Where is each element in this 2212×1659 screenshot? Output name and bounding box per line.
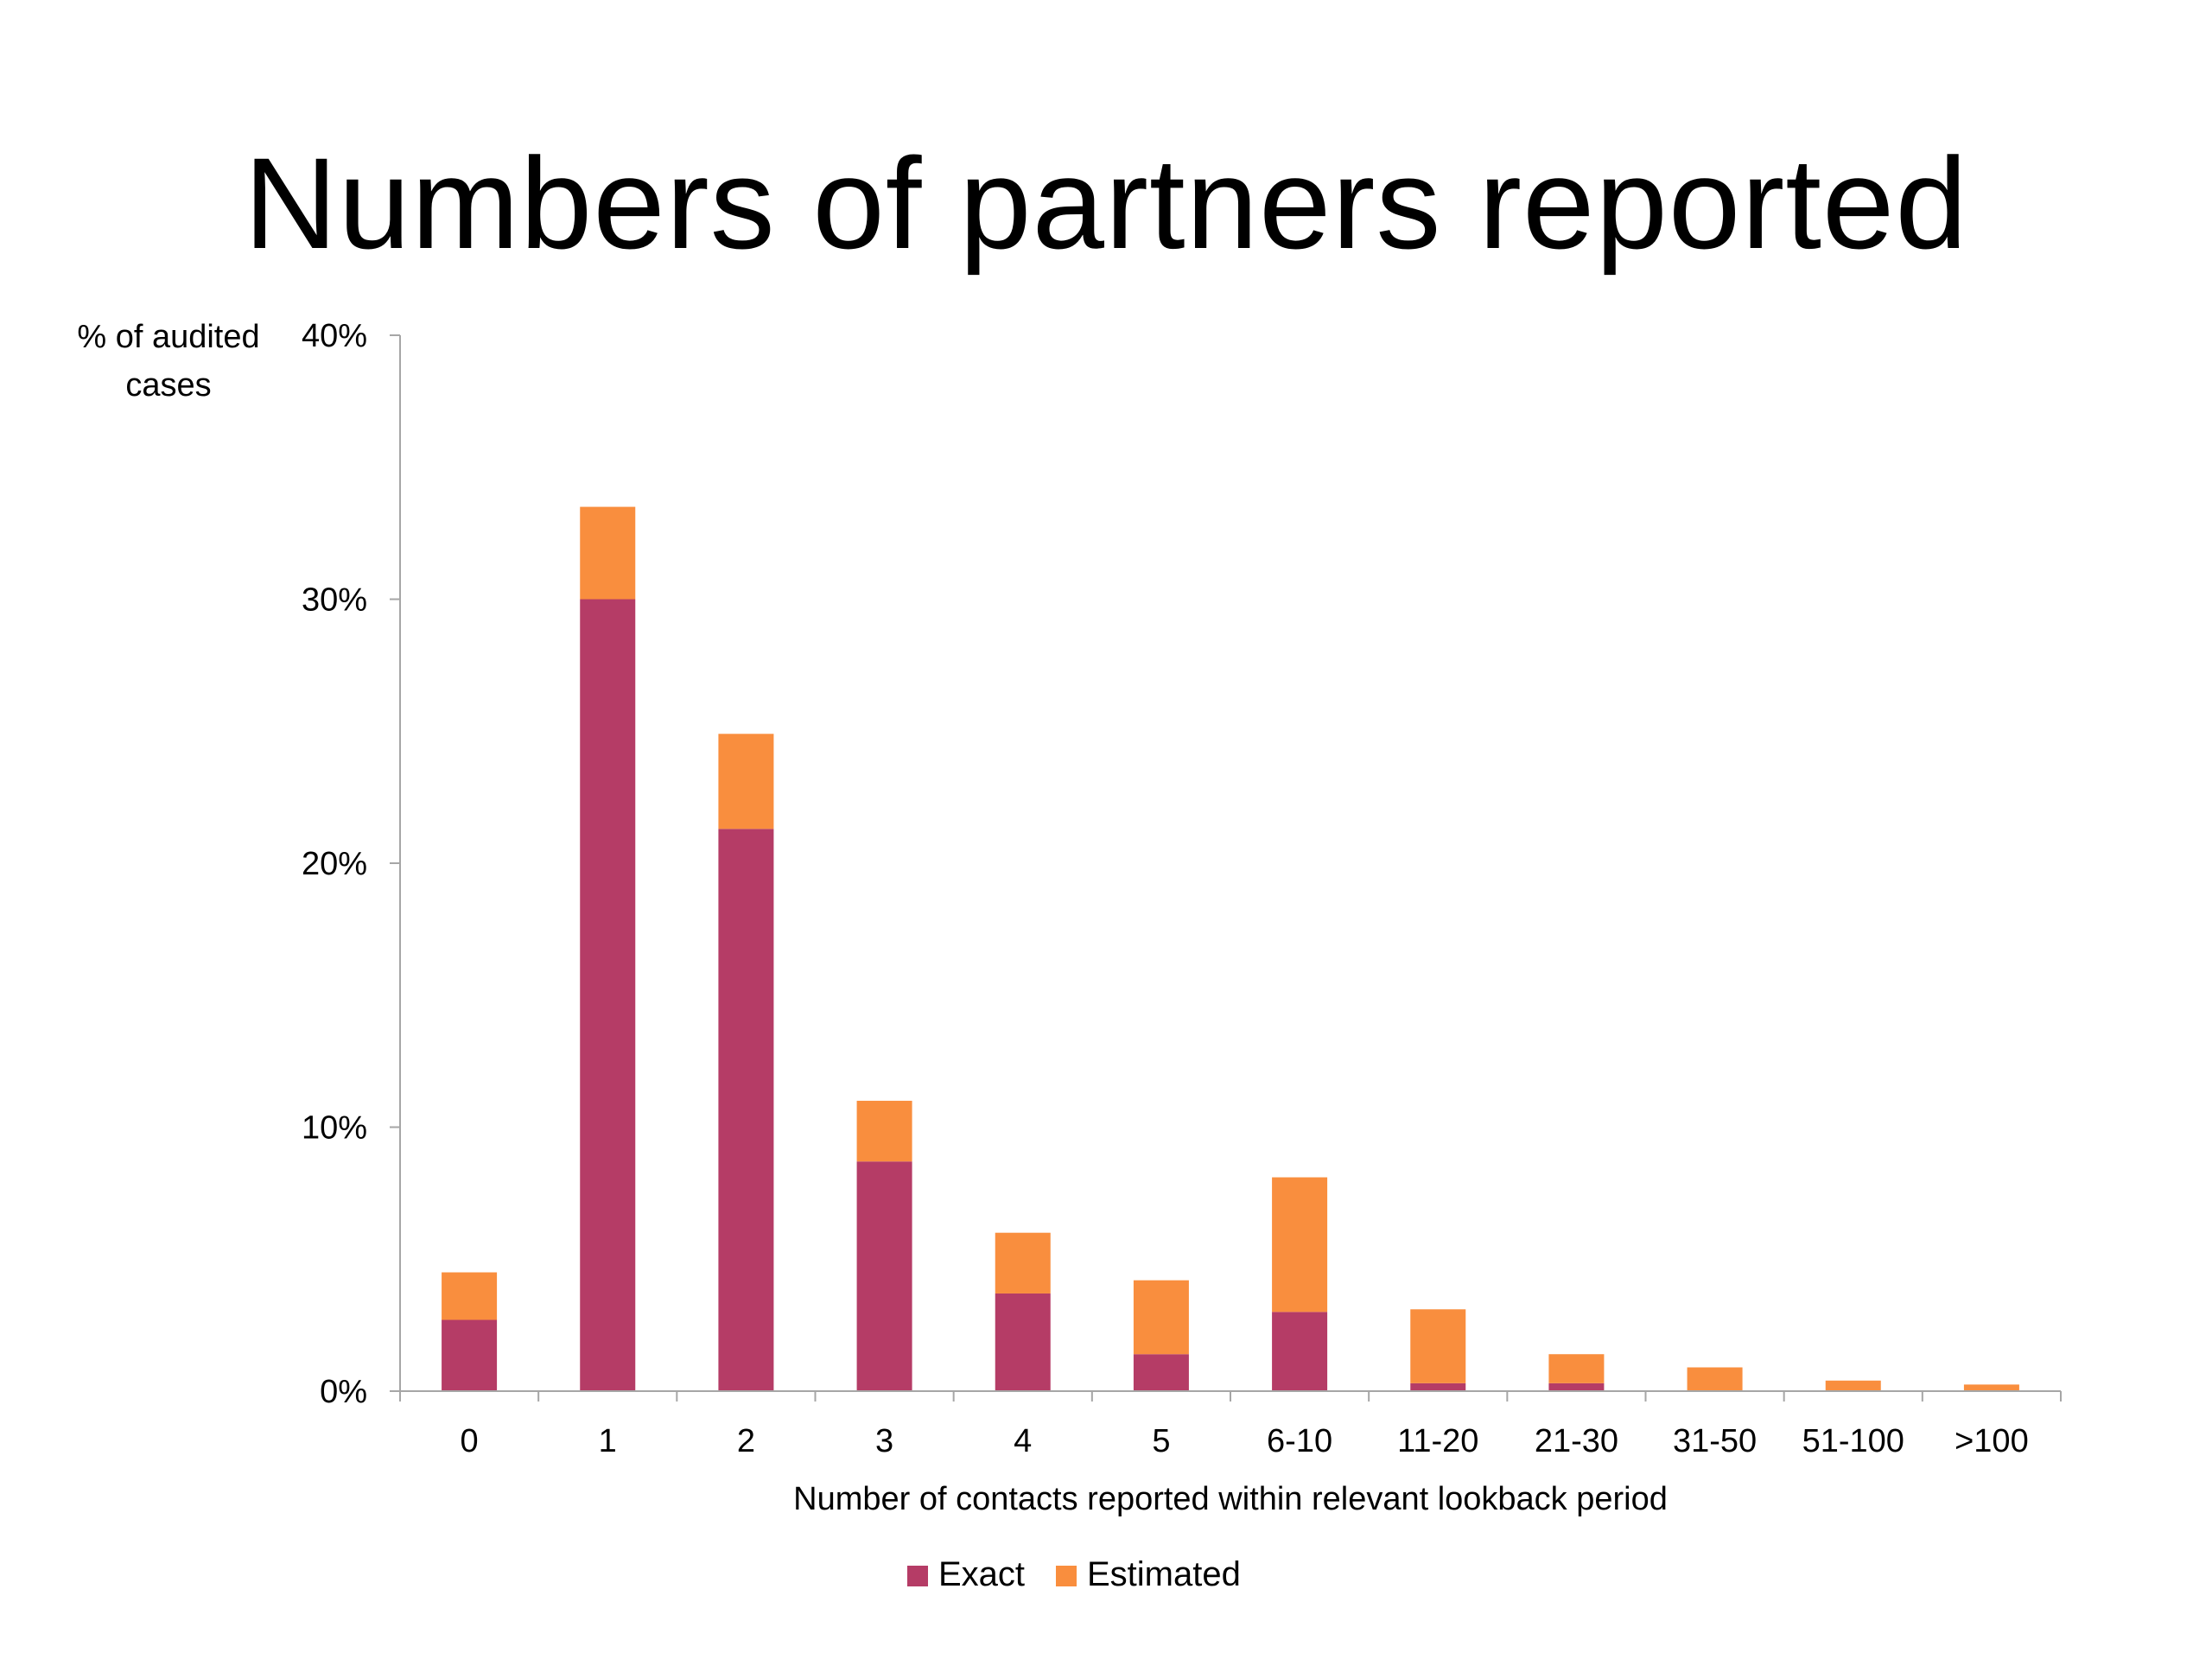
legend-label-exact: Exact — [938, 1555, 1025, 1593]
x-tick-label: 2 — [737, 1423, 755, 1459]
x-tick-label: 5 — [1152, 1423, 1170, 1459]
bar-estimated-1 — [580, 506, 636, 600]
legend-label-estimated: Estimated — [1087, 1555, 1241, 1593]
bar-estimated-31-50 — [1687, 1367, 1743, 1391]
bar-estimated-5 — [1133, 1280, 1189, 1355]
x-tick-label: 51-100 — [1802, 1423, 1904, 1459]
y-tick-label: 10% — [302, 1110, 367, 1147]
x-tick-label: 6-10 — [1267, 1423, 1332, 1459]
y-axis: 0% 10% 20% 30% 40% — [302, 318, 401, 1410]
y-tick-label: 40% — [302, 318, 367, 354]
bar-estimated-6-10 — [1272, 1177, 1328, 1313]
bar-estimated->100 — [1963, 1384, 2019, 1391]
x-tick-label: 11-20 — [1397, 1423, 1478, 1459]
slide-title: Numbers of partners reported — [244, 130, 1968, 276]
bar-estimated-0 — [442, 1272, 498, 1320]
bar-estimated-21-30 — [1548, 1354, 1605, 1383]
legend: Exact Estimated — [907, 1555, 1241, 1593]
y-tick-label: 30% — [302, 582, 367, 619]
bar-exact-5 — [1133, 1354, 1189, 1391]
y-tick-label: 20% — [302, 846, 367, 882]
bar-estimated-2 — [718, 734, 774, 830]
x-tick-label: 3 — [875, 1423, 893, 1459]
bar-exact-6-10 — [1272, 1312, 1328, 1391]
x-tick-label: >100 — [1955, 1423, 2029, 1459]
y-axis-title: % of audited cases — [77, 319, 260, 404]
bar-estimated-11-20 — [1410, 1309, 1466, 1383]
x-axis: 0 1 2 3 4 5 6-10 11-20 21-30 31-50 51-100 >100 — [399, 1390, 2062, 1459]
bar-exact-3 — [856, 1161, 912, 1391]
bar-exact-1 — [580, 599, 636, 1391]
bar-exact-11-20 — [1410, 1382, 1466, 1391]
bar-estimated-4 — [995, 1232, 1051, 1294]
bar-exact-4 — [995, 1293, 1051, 1391]
x-axis-title: Number of contacts reported within relev… — [793, 1481, 1668, 1517]
x-tick-label: 31-50 — [1673, 1423, 1757, 1459]
legend-swatch-exact — [907, 1566, 928, 1586]
plot-area — [442, 506, 2019, 1391]
x-tick-label: 4 — [1014, 1423, 1032, 1459]
bar-exact-0 — [442, 1319, 498, 1391]
y-tick-label: 0% — [320, 1374, 367, 1410]
x-tick-label: 1 — [599, 1423, 617, 1459]
bar-estimated-51-100 — [1825, 1380, 1881, 1391]
legend-swatch-estimated — [1056, 1566, 1077, 1586]
bar-exact-21-30 — [1548, 1382, 1605, 1391]
x-tick-label: 21-30 — [1535, 1423, 1618, 1459]
bar-exact-2 — [718, 829, 774, 1391]
x-tick-label: 0 — [461, 1423, 479, 1459]
bar-estimated-3 — [856, 1100, 912, 1162]
